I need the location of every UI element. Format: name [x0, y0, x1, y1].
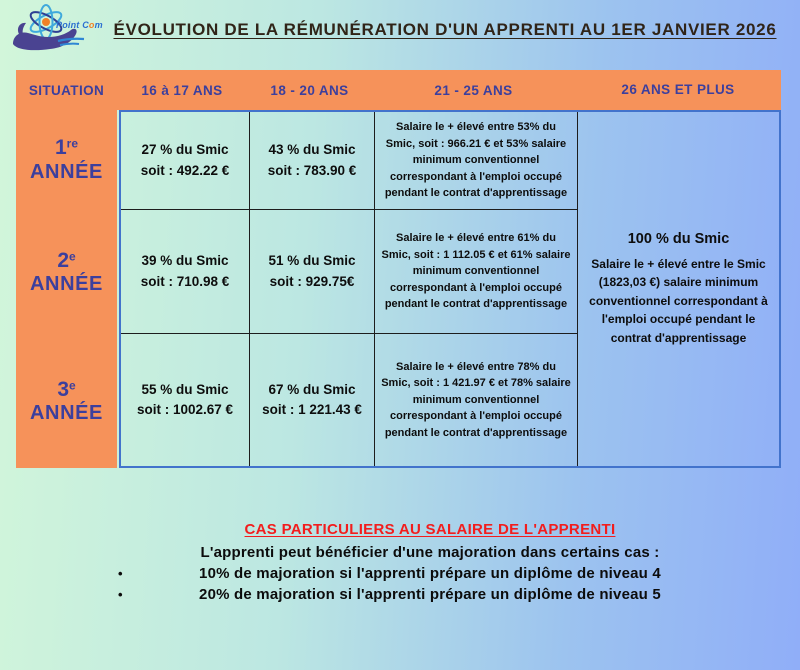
- cell-26-plus-body: Salaire le + élevé entre le Smic (1823,0…: [589, 256, 768, 345]
- bullet-text: 10% de majoration si l'apprenti prépare …: [199, 565, 661, 582]
- pointcom-logo: Point Com: [10, 3, 110, 63]
- cell-year3-16-17: 55 % du Smic soit : 1002.67 €: [121, 334, 250, 466]
- logo-graphic: [13, 4, 85, 51]
- table-header-row: SITUATION 16 à 17 ANS 18 - 20 ANS 21 - 2…: [16, 70, 781, 110]
- cell-year1-18-20: 43 % du Smic soit : 783.90 €: [250, 112, 375, 210]
- cell-26-plus-heading: 100 % du Smic: [627, 230, 730, 247]
- cell-year3-21-25: Salaire le + élevé entre 78% du Smic, so…: [375, 334, 578, 466]
- year-label-1: 1re ANNÉE: [29, 136, 103, 183]
- cell-year2-21-25: Salaire le + élevé entre 61% du Smic, so…: [375, 210, 578, 334]
- logo-brand-text: Point Com: [56, 20, 103, 30]
- cell-year3-18-20: 67 % du Smic soit : 1 221.43 €: [250, 334, 375, 466]
- special-cases-section: CAS PARTICULIERS AU SALAIRE DE L'APPRENT…: [60, 520, 800, 605]
- cell-year1-16-17: 27 % du Smic soit : 492.22 €: [121, 112, 250, 210]
- cell-year1-21-25: Salaire le + élevé entre 53% du Smic, so…: [375, 112, 578, 210]
- swoosh-lines: [57, 37, 85, 46]
- header-18-20-ans: 18 - 20 ANS: [270, 82, 349, 98]
- header-26-ans-et-plus: 26 ANS ET PLUS: [621, 82, 735, 98]
- special-cases-heading: CAS PARTICULIERS AU SALAIRE DE L'APPRENT…: [244, 521, 616, 538]
- table-body-grid: 100 % du Smic Salaire le + élevé entre l…: [119, 110, 781, 468]
- situation-column: 1re ANNÉE 2e ANNÉE 3e ANNÉE: [16, 110, 117, 468]
- header-16-17-ans: 16 à 17 ANS: [141, 82, 223, 98]
- bullet-text: 20% de majoration si l'apprenti prépare …: [199, 586, 661, 603]
- header-situation: SITUATION: [28, 82, 105, 98]
- bullet-item-niveau-4: • 10% de majoration si l'apprenti prépar…: [60, 563, 800, 584]
- special-cases-intro: L'apprenti peut bénéficier d'une majorat…: [200, 544, 660, 561]
- cell-26-plus-merged: 100 % du Smic Salaire le + élevé entre l…: [578, 112, 779, 466]
- year-label-2: 2e ANNÉE: [29, 248, 103, 296]
- header-21-25-ans: 21 - 25 ANS: [434, 82, 513, 98]
- cell-year2-16-17: 39 % du Smic soit : 710.98 €: [121, 210, 250, 334]
- bullet-icon: •: [118, 587, 123, 602]
- cell-year2-18-20: 51 % du Smic soit : 929.75€: [250, 210, 375, 334]
- year-label-3: 3e ANNÉE: [29, 377, 103, 425]
- bullet-item-niveau-5: • 20% de majoration si l'apprenti prépar…: [60, 584, 800, 605]
- bullet-icon: •: [118, 566, 123, 581]
- page-title: ÉVOLUTION DE LA RÉMUNÉRATION D'UN APPREN…: [113, 20, 777, 39]
